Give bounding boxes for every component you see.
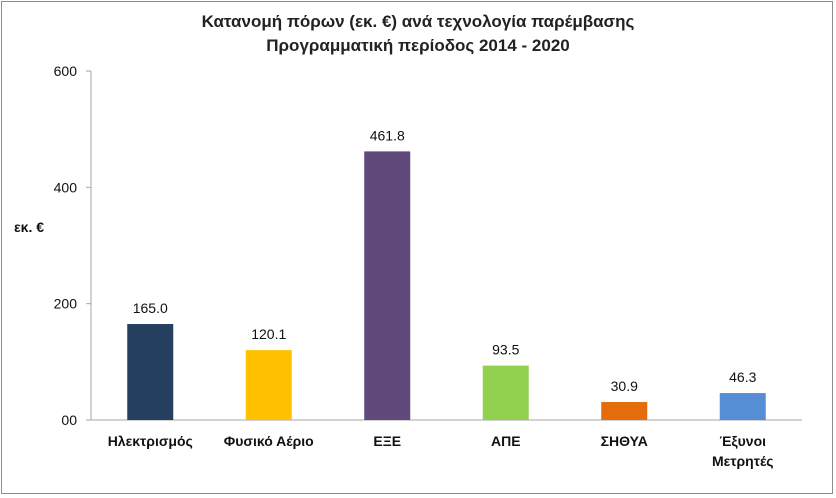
x-category-label: ΑΠΕ xyxy=(491,433,521,449)
data-labels: 165.0 120.1 461.8 93.5 30.9 46.3 xyxy=(133,127,757,394)
bar xyxy=(719,393,766,420)
y-tick-label: 200 xyxy=(54,296,78,312)
y-tick-label: 400 xyxy=(54,179,78,195)
x-category-label: Φυσικό Αέριο xyxy=(224,433,314,449)
x-category-label: ΕΞΕ xyxy=(373,433,401,449)
chart-title-line: Κατανομή πόρων (εκ. €) ανά τεχνολογία πα… xyxy=(202,12,635,31)
bar xyxy=(364,151,411,420)
bar-value-label: 93.5 xyxy=(492,342,519,358)
bar xyxy=(601,402,648,420)
x-category-label: Μετρητές xyxy=(712,453,774,469)
bar xyxy=(482,365,529,420)
bar-value-label: 165.0 xyxy=(133,300,168,316)
y-axis-title: εκ. € xyxy=(14,219,44,235)
chart-title: Κατανομή πόρων (εκ. €) ανά τεχνολογία πα… xyxy=(202,12,635,55)
bar xyxy=(127,324,174,420)
bar xyxy=(245,350,292,420)
bar-value-label: 30.9 xyxy=(611,378,638,394)
y-tick-label: 600 xyxy=(54,63,78,79)
bar-value-label: 120.1 xyxy=(251,326,286,342)
x-category-label: Ηλεκτρισμός xyxy=(108,433,193,449)
x-category-label: Έξυνοι xyxy=(719,433,766,449)
bars xyxy=(127,151,766,420)
y-tick-label: 00 xyxy=(61,412,77,428)
y-axis: 00 200 400 600 εκ. € xyxy=(14,63,92,428)
x-axis: Ηλεκτρισμός Φυσικό Αέριο ΕΞΕ ΑΠΕ ΣΗΘΥΑ Έξυνοι… xyxy=(91,419,802,469)
chart-title-line: Προγραμματική περίοδος 2014 - 2020 xyxy=(266,36,569,55)
x-category-label: ΣΗΘΥΑ xyxy=(601,433,648,449)
bar-value-label: 46.3 xyxy=(729,369,756,385)
bar-value-label: 461.8 xyxy=(370,127,405,143)
